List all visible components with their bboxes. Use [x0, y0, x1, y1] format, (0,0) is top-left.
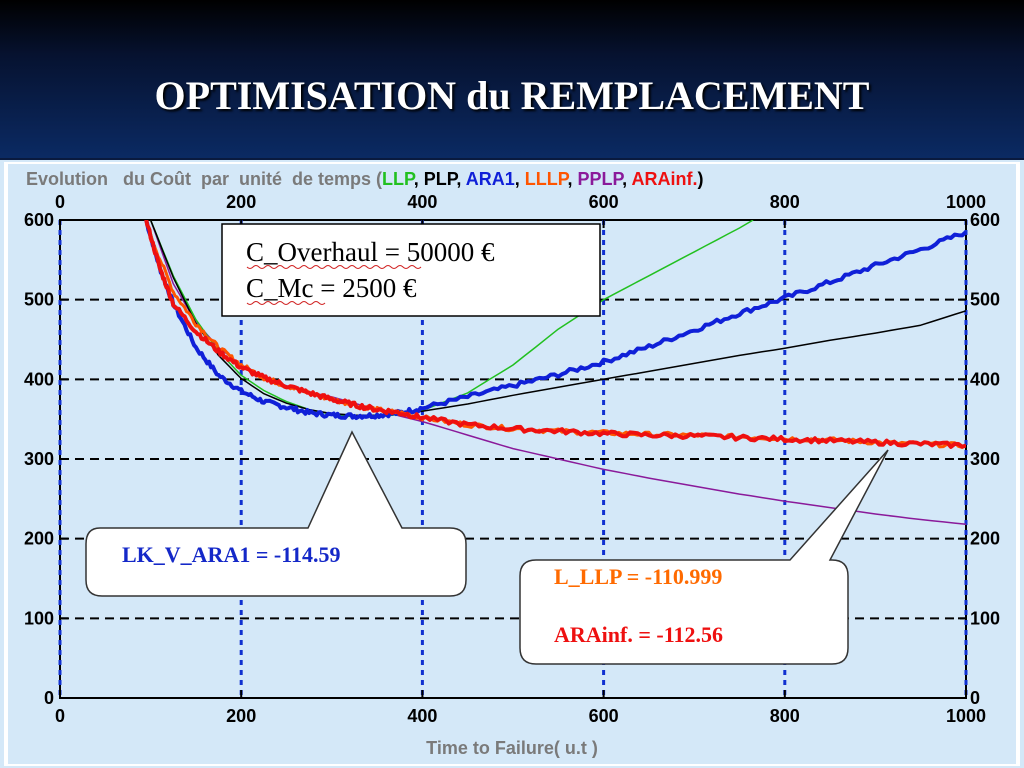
legend-separator: , [456, 169, 465, 189]
legend-entry: ARAinf. [632, 169, 698, 189]
x-tick-label: 600 [589, 706, 619, 726]
legend-entry: PLP [424, 169, 459, 189]
x-tick-label-top: 1000 [946, 192, 986, 212]
series-line-plp [149, 220, 966, 416]
legend-entry: LLP [382, 169, 416, 189]
chart-title-prefix: Evolution du Coût par unité de temps ( [26, 169, 382, 189]
y-tick-label: 300 [24, 449, 54, 469]
legend-separator: , [622, 169, 631, 189]
spellcheck-underline [246, 301, 326, 305]
chart-figure: Evolution du Coût par unité de temps (LL… [0, 160, 1024, 768]
callout-llp-bubble [519, 449, 889, 665]
y-tick-label-right: 500 [970, 290, 1000, 310]
x-tick-label: 0 [55, 706, 65, 726]
legend-entry: PPLP [577, 169, 624, 189]
x-tick-label-top: 0 [55, 192, 65, 212]
x-tick-label-top: 800 [770, 192, 800, 212]
y-tick-label-right: 400 [970, 369, 1000, 389]
callout-llp-text: L_LLP = -110.999 [554, 564, 722, 589]
x-tick-label: 200 [226, 706, 256, 726]
y-tick-label: 600 [24, 210, 54, 230]
x-axis-label: Time to Failure( u.t ) [426, 738, 598, 758]
legend-separator: , [515, 169, 525, 189]
x-tick-label-top: 200 [226, 192, 256, 212]
chart-title: Evolution du Coût par unité de temps (LL… [26, 169, 704, 189]
slide-title: OPTIMISATION du REMPLACEMENT [154, 73, 870, 118]
chart-title-suffix: ) [698, 169, 704, 189]
y-tick-label-right: 0 [970, 688, 980, 708]
y-tick-label-right: 600 [970, 210, 1000, 230]
y-tick-label: 400 [24, 369, 54, 389]
x-tick-label: 800 [770, 706, 800, 726]
legend-entry: LLLP [525, 169, 570, 189]
overhaul-cost-label: C_Overhaul = 50000 € [246, 237, 495, 267]
y-tick-label: 200 [24, 529, 54, 549]
callout-ara1-bubble [85, 430, 467, 597]
callout-ara1-text: LK_V_ARA1 = -114.59 [122, 542, 341, 567]
x-tick-label-top: 600 [589, 192, 619, 212]
callout-arainf-text: ARAinf. = -112.56 [554, 622, 723, 647]
slide-header: OPTIMISATION du REMPLACEMENT [0, 0, 1024, 158]
legend-separator: , [567, 169, 577, 189]
x-tick-label: 400 [407, 706, 437, 726]
x-tick-label: 1000 [946, 706, 986, 726]
corrective-cost-label: C_Mc = 2500 € [246, 273, 417, 303]
series-line-arainf [144, 220, 966, 449]
callout-llp: L_LLP = -110.999 ARAinf. = -112.56 [519, 449, 889, 665]
cost-box-frame [221, 223, 601, 317]
y-tick-label: 500 [24, 290, 54, 310]
callout-ara1: LK_V_ARA1 = -114.59 [85, 430, 467, 597]
legend-entry: ARA1 [466, 169, 515, 189]
y-tick-label-right: 200 [970, 529, 1000, 549]
series-line-ara1 [144, 220, 966, 421]
y-tick-label: 0 [44, 688, 54, 708]
y-tick-label-right: 300 [970, 449, 1000, 469]
y-tick-label-right: 100 [970, 608, 1000, 628]
cost-evolution-chart: Evolution du Coût par unité de temps (LL… [0, 160, 1024, 768]
y-tick-label: 100 [24, 608, 54, 628]
legend-separator: , [414, 169, 424, 189]
cost-parameters-box: C_Overhaul = 50000 € C_Mc = 2500 € [221, 223, 601, 317]
x-tick-label-top: 400 [407, 192, 437, 212]
spellcheck-underline [246, 265, 422, 269]
series-layer [144, 220, 966, 526]
